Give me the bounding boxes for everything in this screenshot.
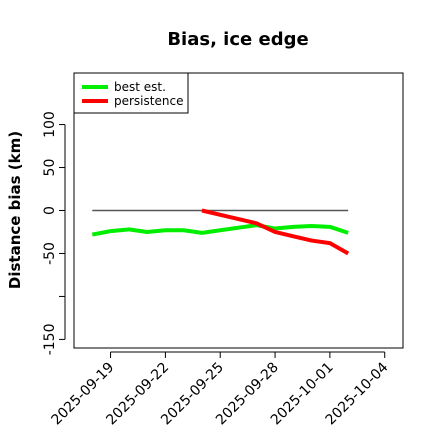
legend-label-best-est: best est. — [114, 80, 166, 94]
plot-layer — [91, 208, 350, 256]
legend: best est. persistence — [73, 72, 189, 114]
y-tick-label: 50 — [42, 159, 58, 177]
series-line-best-est — [91, 223, 349, 237]
legend-label-persistence: persistence — [114, 94, 183, 108]
series-line-persistence — [201, 208, 350, 256]
y-tick-label: 100 — [42, 111, 58, 138]
y-tick-label: -50 — [42, 242, 58, 265]
chart-title: Bias, ice edge — [167, 29, 308, 50]
y-axis-label: Distance bias (km) — [6, 131, 24, 289]
plot-area — [73, 72, 404, 349]
legend-box — [73, 72, 189, 114]
y-tick-label: 0 — [42, 206, 58, 215]
y-tick-label: -150 — [42, 324, 58, 356]
